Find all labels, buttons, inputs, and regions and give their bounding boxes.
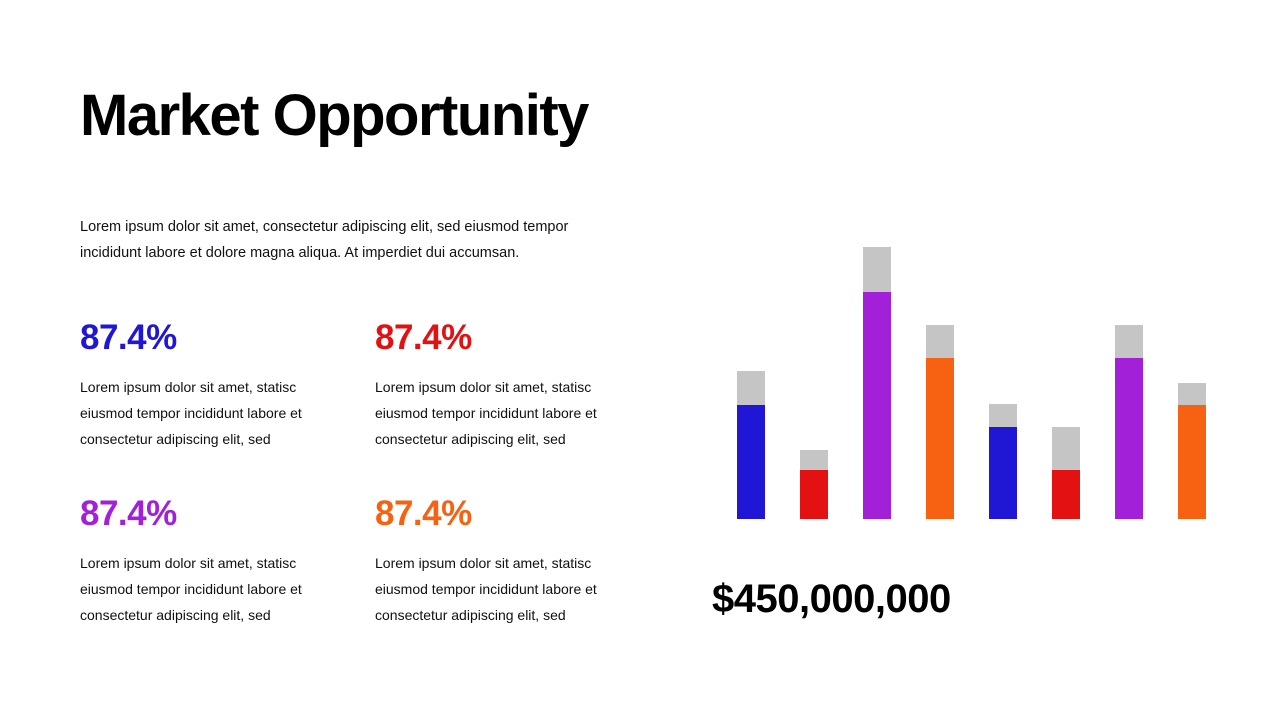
bar-cap — [800, 450, 828, 470]
stat-value: 87.4% — [80, 318, 177, 357]
bar-fill — [863, 292, 891, 519]
intro-text: Lorem ipsum dolor sit amet, consectetur … — [80, 219, 569, 261]
bar-cap — [989, 404, 1017, 427]
bar-5 — [989, 404, 1017, 519]
stat-value: 87.4% — [375, 494, 472, 533]
bar-fill — [1115, 358, 1143, 519]
bar-fill — [800, 470, 828, 519]
bar-3 — [863, 247, 891, 519]
bar-fill — [1052, 470, 1080, 519]
stat-description: Lorem ipsum dolor sit amet, statisc eius… — [80, 379, 302, 447]
stats-grid: 87.4% Lorem ipsum dolor sit amet, statis… — [80, 318, 640, 628]
bar-fill — [1178, 405, 1206, 519]
bar-chart: $450,000,000 — [712, 247, 1212, 622]
chart-caption: $450,000,000 — [712, 577, 951, 621]
stat-block-3: 87.4% Lorem ipsum dolor sit amet, statis… — [80, 494, 375, 628]
bar-cap — [737, 371, 765, 405]
bar-fill — [926, 358, 954, 519]
bar-cap — [863, 247, 891, 292]
stat-block-1: 87.4% Lorem ipsum dolor sit amet, statis… — [80, 318, 375, 452]
bar-fill — [989, 427, 1017, 519]
bar-2 — [800, 450, 828, 519]
bar-7 — [1115, 325, 1143, 519]
bar-8 — [1178, 383, 1206, 519]
stat-description: Lorem ipsum dolor sit amet, statisc eius… — [375, 379, 597, 447]
stat-value: 87.4% — [80, 494, 177, 533]
bar-1 — [737, 371, 765, 519]
bar-chart-bars — [737, 247, 1212, 519]
bar-cap — [1115, 325, 1143, 358]
slide-title: Market Opportunity — [80, 83, 589, 148]
stat-value: 87.4% — [375, 318, 472, 357]
bar-cap — [1052, 427, 1080, 470]
bar-cap — [926, 325, 954, 358]
bar-6 — [1052, 427, 1080, 519]
bar-4 — [926, 325, 954, 519]
stat-description: Lorem ipsum dolor sit amet, statisc eius… — [375, 555, 597, 623]
bar-cap — [1178, 383, 1206, 405]
stat-block-2: 87.4% Lorem ipsum dolor sit amet, statis… — [375, 318, 640, 452]
bar-fill — [737, 405, 765, 519]
stat-description: Lorem ipsum dolor sit amet, statisc eius… — [80, 555, 302, 623]
stat-block-4: 87.4% Lorem ipsum dolor sit amet, statis… — [375, 494, 640, 628]
